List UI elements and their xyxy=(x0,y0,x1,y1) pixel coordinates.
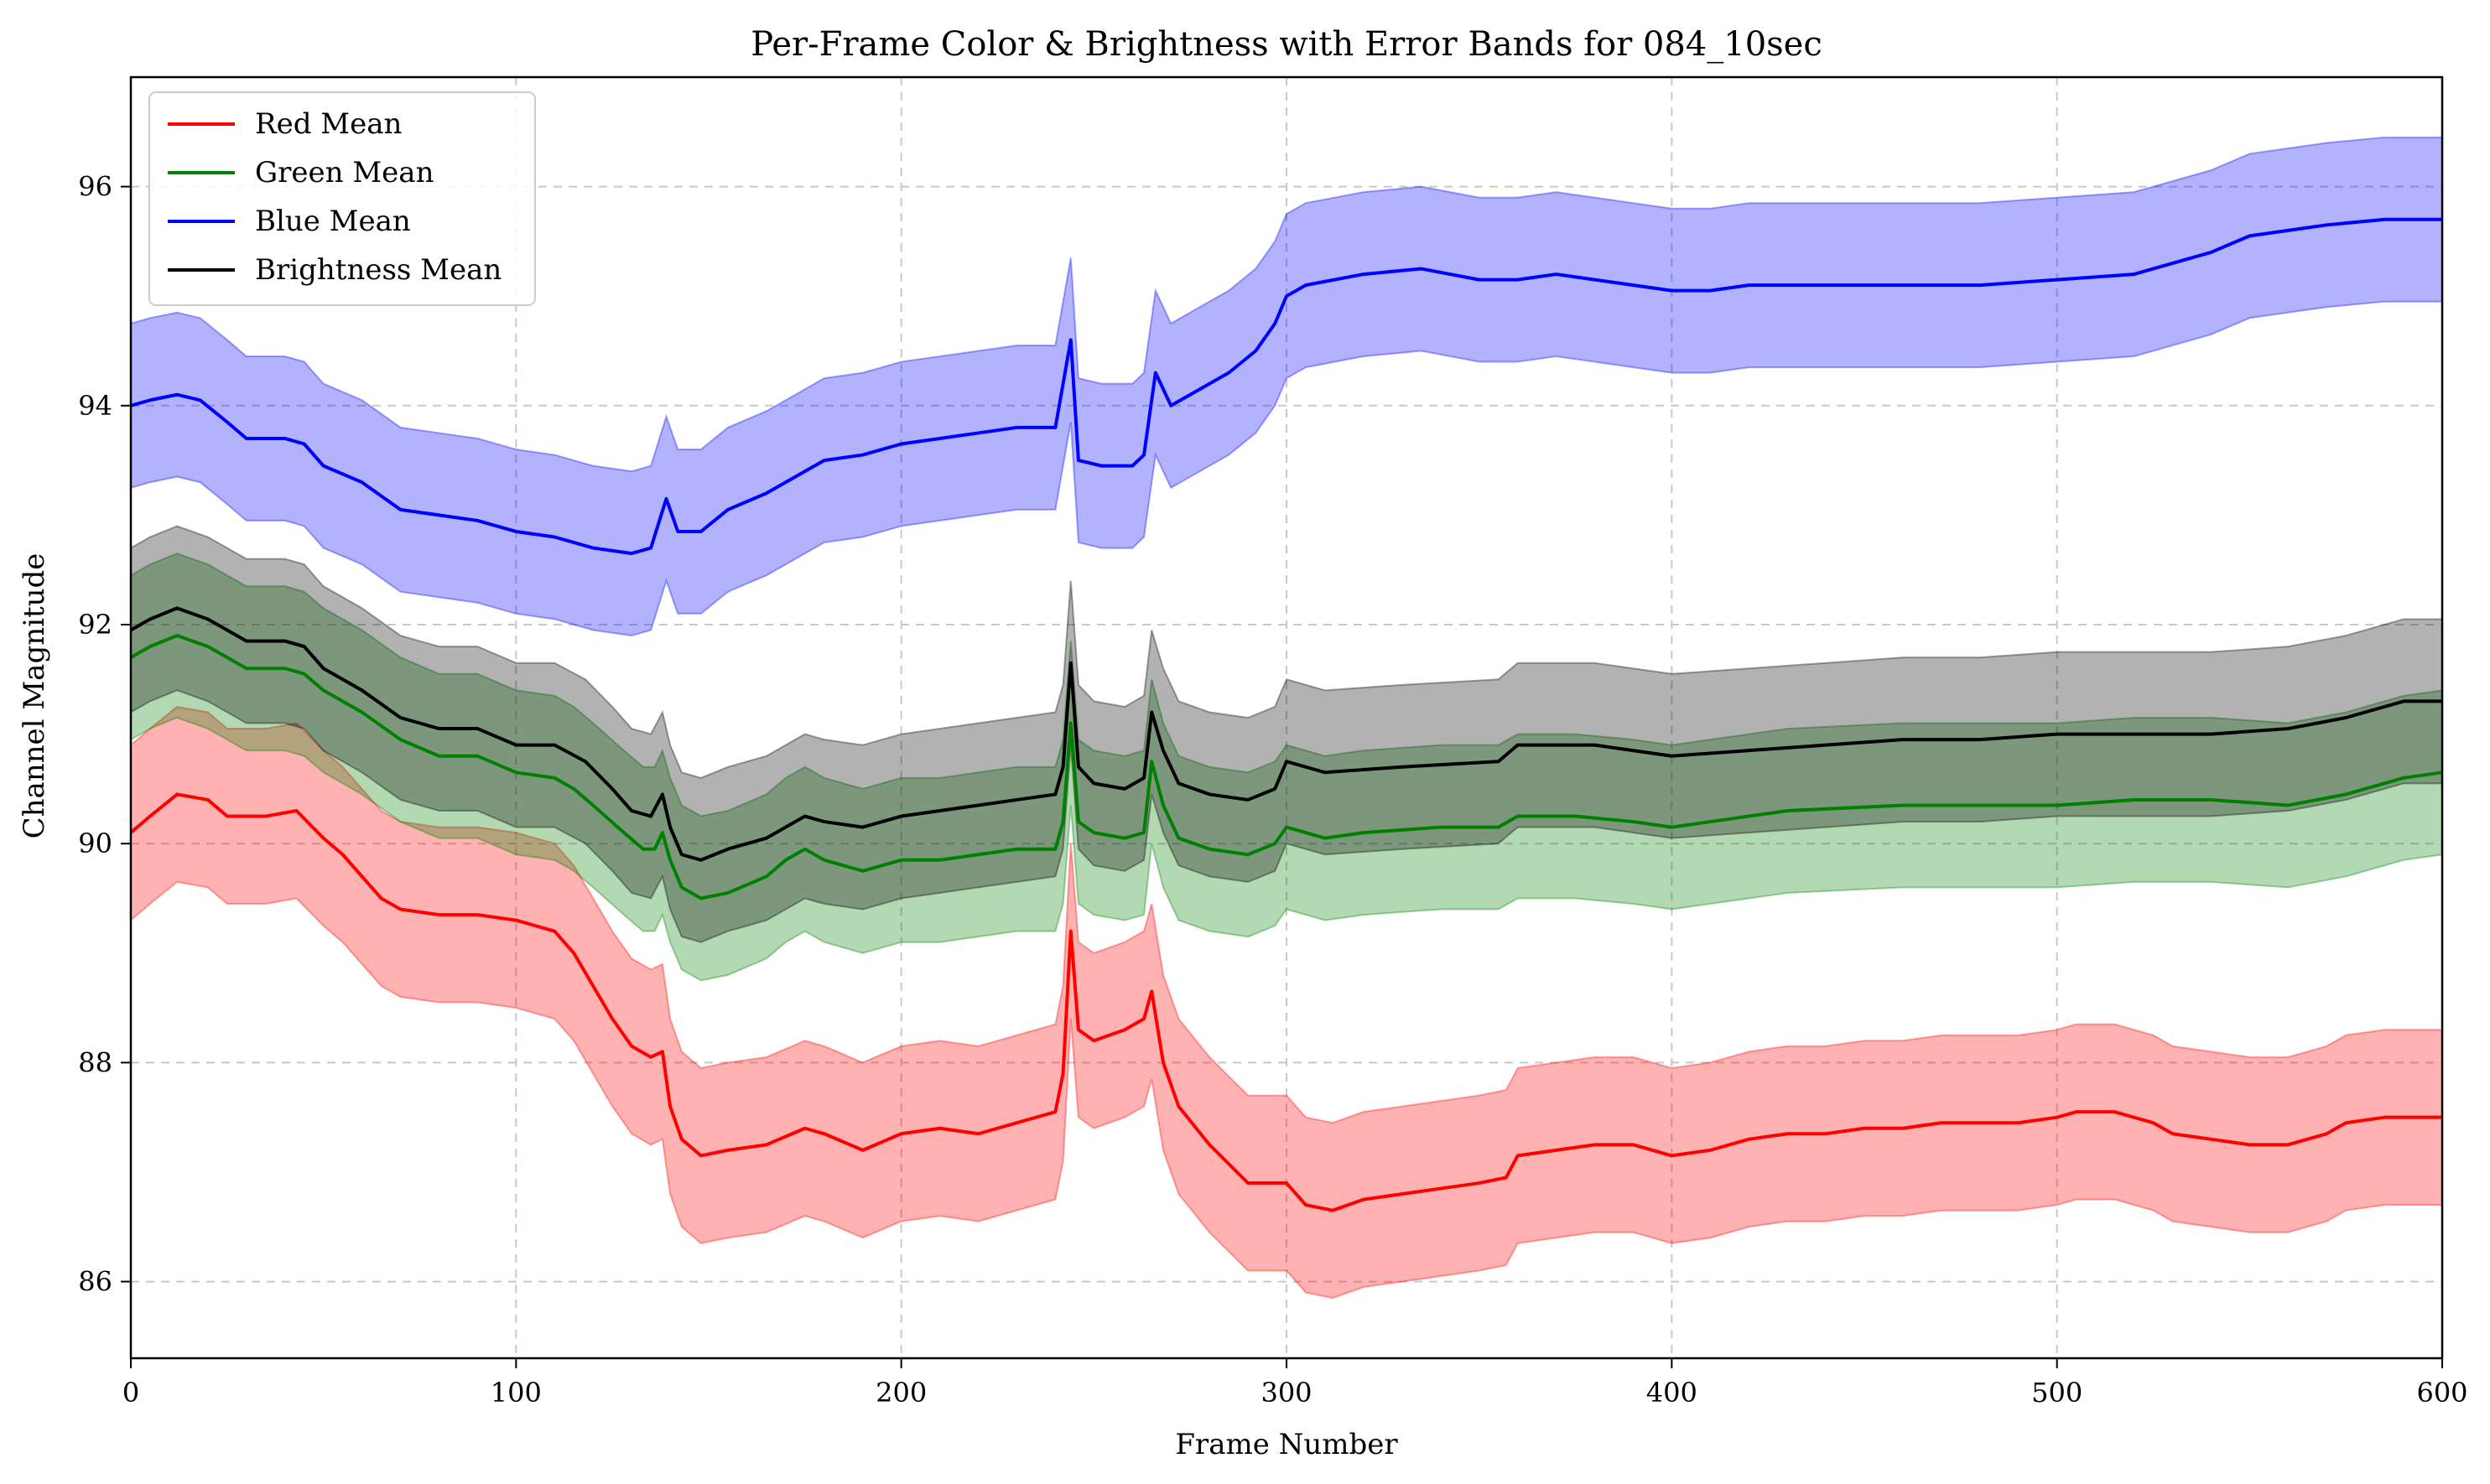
legend-entry: Green Mean xyxy=(255,156,434,189)
y-tick-label: 94 xyxy=(78,390,112,422)
x-tick-label: 500 xyxy=(2031,1377,2082,1409)
x-tick-label: 0 xyxy=(122,1377,139,1409)
series-lines xyxy=(129,217,2443,1212)
error-bands xyxy=(130,136,2443,1300)
x-axis-ticks: 0 100 200 300 400 500 600 xyxy=(122,1358,2468,1409)
y-axis-ticks: 86 88 90 92 94 96 xyxy=(78,171,131,1298)
legend-box xyxy=(148,91,536,306)
y-tick-label: 88 xyxy=(78,1046,112,1078)
x-tick-label: 400 xyxy=(1646,1377,1697,1409)
x-tick-label: 300 xyxy=(1261,1377,1312,1409)
legend-entry: Blue Mean xyxy=(255,205,411,238)
y-tick-label: 86 xyxy=(78,1266,112,1298)
y-tick-label: 90 xyxy=(78,828,112,859)
x-tick-label: 200 xyxy=(876,1377,927,1409)
y-tick-label: 92 xyxy=(78,609,112,641)
chart-title: Per-Frame Color & Brightness with Error … xyxy=(751,25,1822,64)
series-line-2 xyxy=(130,217,2442,556)
x-axis-label: Frame Number xyxy=(1175,1428,1398,1461)
series-line-1 xyxy=(130,634,2443,900)
legend-entry: Red Mean xyxy=(255,107,402,141)
legend-entry: Brightness Mean xyxy=(255,253,502,287)
x-tick-label: 600 xyxy=(2416,1377,2467,1409)
legend: Red Mean Green Mean Blue Mean Brightness Me… xyxy=(148,91,536,306)
series-line-3 xyxy=(130,606,2442,862)
y-axis-label: Channel Magnitude xyxy=(18,553,51,839)
y-tick-label: 96 xyxy=(78,171,112,203)
series-line-0 xyxy=(129,792,2442,1212)
x-tick-label: 100 xyxy=(491,1377,542,1409)
